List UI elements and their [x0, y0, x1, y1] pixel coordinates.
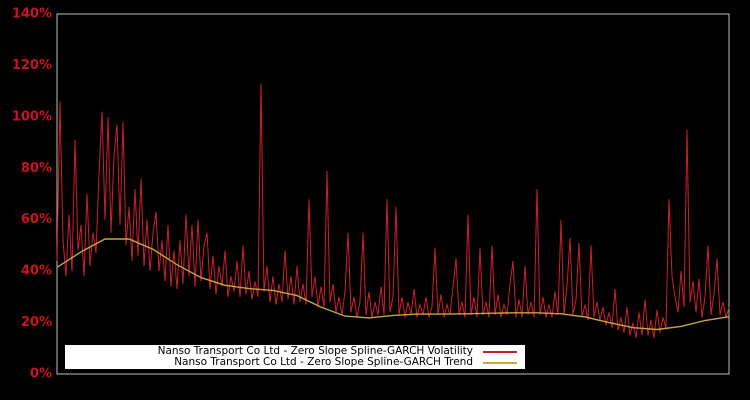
legend: Nanso Transport Co Ltd - Zero Slope Spli…	[65, 345, 525, 369]
y-tick-label: 100%	[12, 109, 52, 124]
legend-entry-volatility: Nanso Transport Co Ltd - Zero Slope Spli…	[65, 346, 519, 357]
y-tick-label: 40%	[21, 264, 52, 279]
y-tick-label: 120%	[12, 58, 52, 73]
y-axis-tick-labels: 0% 20% 40% 60% 80% 100% 120% 140%	[12, 7, 52, 382]
volatility-series-line	[56, 83, 730, 339]
y-tick-label: 0%	[30, 367, 52, 382]
y-tick-label: 60%	[21, 212, 52, 227]
plot-area-border	[56, 13, 730, 375]
legend-label-volatility: Nanso Transport Co Ltd - Zero Slope Spli…	[157, 345, 473, 357]
volatility-line-sample-icon	[483, 350, 517, 353]
legend-label-trend: Nanso Transport Co Ltd - Zero Slope Spli…	[174, 356, 473, 368]
trend-line-sample-icon	[483, 361, 517, 364]
y-tick-label: 80%	[21, 161, 52, 176]
y-tick-label: 20%	[21, 315, 52, 330]
trend-series-line	[56, 238, 730, 331]
legend-entry-trend: Nanso Transport Co Ltd - Zero Slope Spli…	[65, 357, 519, 368]
y-tick-label: 140%	[12, 7, 52, 22]
